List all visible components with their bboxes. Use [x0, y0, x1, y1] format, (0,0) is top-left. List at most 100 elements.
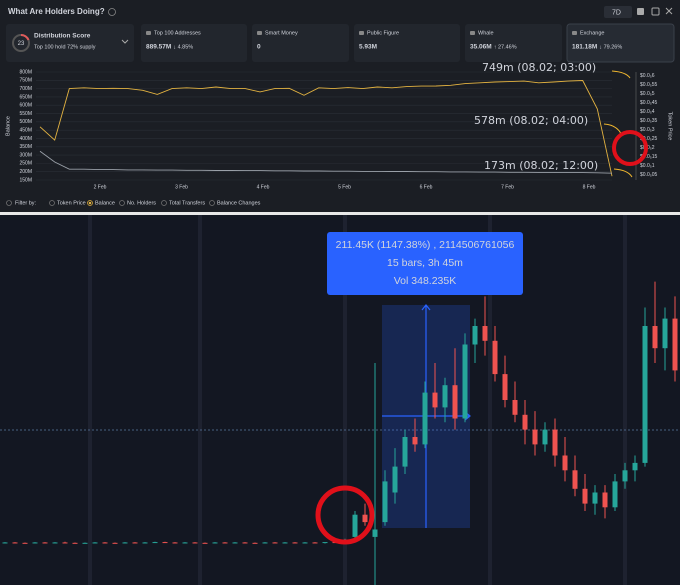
candle-body: [2, 542, 8, 544]
candle-body: [62, 542, 68, 544]
filter-label: Filter by:: [15, 200, 37, 206]
candle-body: [622, 470, 628, 482]
y2-tick-label: $0.0₅05: [640, 172, 658, 178]
copy-icon[interactable]: [637, 8, 644, 15]
candle-body: [272, 542, 278, 544]
card-icon: [257, 31, 262, 35]
card[interactable]: [465, 24, 562, 62]
y-tick-label: 450M: [19, 127, 32, 133]
card[interactable]: [252, 24, 349, 62]
x-tick-label: 2 Feb: [94, 184, 107, 190]
filter-radio-dot: [88, 201, 92, 205]
candle-body: [462, 344, 468, 419]
candle-body: [122, 542, 128, 544]
annotation: 173m (08.02; 12:00): [484, 159, 598, 172]
y2-tick-label: $0.0₅5: [640, 91, 655, 97]
candle-body: [612, 481, 618, 508]
candle-body: [412, 437, 418, 445]
candle-body: [142, 542, 148, 544]
filters: Filter by: Token Price Balance No. Holders T…: [6, 200, 261, 206]
candle-body: [322, 542, 328, 544]
filter-radio[interactable]: [161, 200, 167, 206]
timeframe-label: 7D: [612, 9, 621, 16]
chevron[interactable]: [121, 39, 129, 44]
candle-body: [402, 437, 408, 467]
y2-tick-label: $0.0₅55: [640, 82, 658, 88]
y2-tick-label: $0.0₅15: [640, 154, 658, 160]
candle-body: [292, 542, 298, 544]
card[interactable]: [566, 23, 675, 63]
card[interactable]: [354, 24, 460, 62]
y2-axis-label: Token Price: [667, 112, 673, 141]
candle-body: [452, 385, 458, 419]
candle-body: [532, 429, 538, 445]
annotation-arrow: [613, 168, 633, 178]
info-icon[interactable]: [108, 8, 116, 16]
card-label: Whale: [478, 30, 494, 36]
filter-radio[interactable]: [119, 200, 125, 206]
candle-body: [42, 542, 48, 544]
y-tick-label: 600M: [19, 103, 32, 109]
candle-body: [542, 429, 548, 445]
tooltip-line: Vol 348.235K: [394, 275, 456, 287]
candle-body: [282, 542, 288, 544]
x-tick-label: 6 Feb: [420, 184, 433, 190]
candle-body: [562, 455, 568, 471]
y2-tick-label: $0.0₅25: [640, 136, 658, 142]
cards: 23 Distribution Score Top 100 hold 72% sup…: [6, 23, 675, 63]
candle-body: [162, 542, 168, 544]
candle-body: [482, 326, 488, 341]
card-value: 0: [257, 44, 261, 51]
y2-tick-label: $0.0₅35: [640, 118, 658, 124]
candle-body: [102, 542, 108, 544]
y-tick-label: 500M: [19, 119, 32, 125]
filter-radio[interactable]: [209, 200, 215, 206]
candle-body: [192, 542, 198, 544]
y-tick-label: 650M: [19, 94, 32, 100]
candle-body: [32, 542, 38, 544]
filter-icon: [6, 200, 12, 206]
timeframe-select[interactable]: [604, 6, 632, 18]
filter-option[interactable]: Balance Changes: [217, 200, 261, 206]
candle-body: [82, 542, 88, 544]
card[interactable]: [141, 24, 247, 62]
candle-body: [352, 514, 358, 537]
filter-option[interactable]: Token Price: [57, 200, 86, 206]
close-icon[interactable]: [665, 7, 673, 15]
y-tick-label: 300M: [19, 152, 32, 158]
y-tick-label: 250M: [19, 161, 32, 167]
balance-chart: 800M 750M 700M 650M 600M 550M 500M 450M 400M 350M…: [5, 61, 672, 190]
card-sub: Top 100 hold 72% supply: [34, 44, 96, 50]
highlight-circle: [315, 485, 375, 545]
candle-body: [232, 542, 238, 544]
candle-body: [632, 462, 638, 471]
series-line: [39, 150, 613, 174]
y-tick-label: 750M: [19, 78, 32, 84]
filter-radio[interactable]: [49, 200, 55, 206]
y2-tick-label: $0.0₅45: [640, 100, 658, 106]
candle-body: [72, 542, 78, 544]
card-value: 181.18M: [572, 44, 597, 51]
card-label: Public Figure: [367, 30, 399, 36]
filter-option[interactable]: No. Holders: [127, 200, 156, 206]
candle-body: [262, 542, 268, 544]
highlight-circle: [612, 130, 648, 166]
card[interactable]: [6, 24, 134, 62]
candle-body: [602, 492, 608, 508]
candle-body: [642, 326, 648, 463]
candle-body: [662, 318, 668, 349]
annotation-arrow: [611, 70, 631, 79]
candle-body: [592, 492, 598, 504]
candle-body: [582, 488, 588, 504]
filter-radio[interactable]: [87, 200, 93, 206]
candle-body: [552, 429, 558, 456]
card-value: 889.57M: [146, 44, 171, 51]
y-tick-label: 800M: [19, 69, 32, 75]
y2-tick-label: $0.0₅1: [640, 163, 655, 169]
filter-option[interactable]: Balance: [95, 200, 115, 206]
filter-option[interactable]: Total Transfers: [169, 200, 205, 206]
card-label: Distribution Score: [34, 33, 91, 40]
expand-icon[interactable]: [651, 7, 660, 16]
y-tick-label: 350M: [19, 144, 32, 150]
x-tick-label: 5 Feb: [338, 184, 351, 190]
